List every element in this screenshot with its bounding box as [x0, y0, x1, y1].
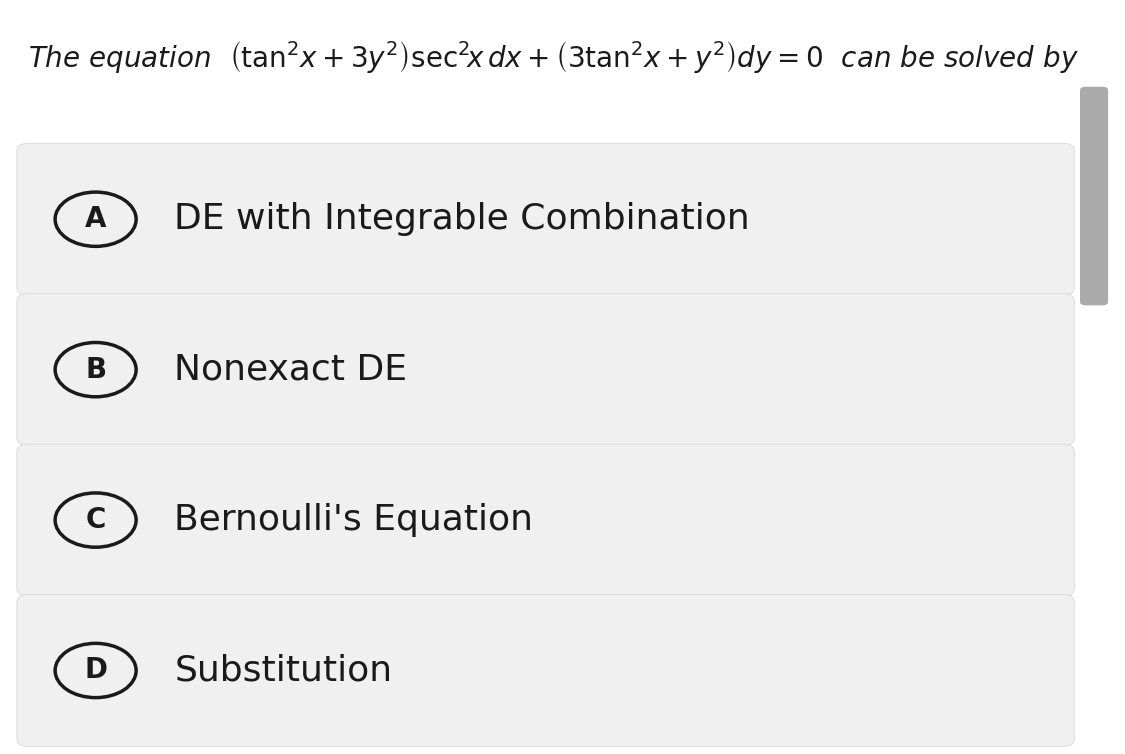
Text: D: D	[84, 657, 107, 685]
Text: C: C	[86, 506, 106, 534]
FancyBboxPatch shape	[17, 143, 1074, 295]
FancyBboxPatch shape	[1080, 87, 1108, 305]
Text: Nonexact DE: Nonexact DE	[174, 353, 407, 387]
Text: DE with Integrable Combination: DE with Integrable Combination	[174, 202, 750, 236]
FancyBboxPatch shape	[17, 444, 1074, 596]
FancyBboxPatch shape	[17, 594, 1074, 746]
Text: Substitution: Substitution	[174, 654, 393, 688]
Text: $\mathit{The\ equation}\ \ \left(\tan^2\!x+3y^2\right)\mathrm{sec}^2\!x\,dx+\lef: $\mathit{The\ equation}\ \ \left(\tan^2\…	[28, 38, 1079, 75]
Text: A: A	[84, 205, 107, 233]
Text: B: B	[86, 356, 106, 384]
Text: Bernoulli's Equation: Bernoulli's Equation	[174, 503, 533, 537]
FancyBboxPatch shape	[17, 294, 1074, 446]
